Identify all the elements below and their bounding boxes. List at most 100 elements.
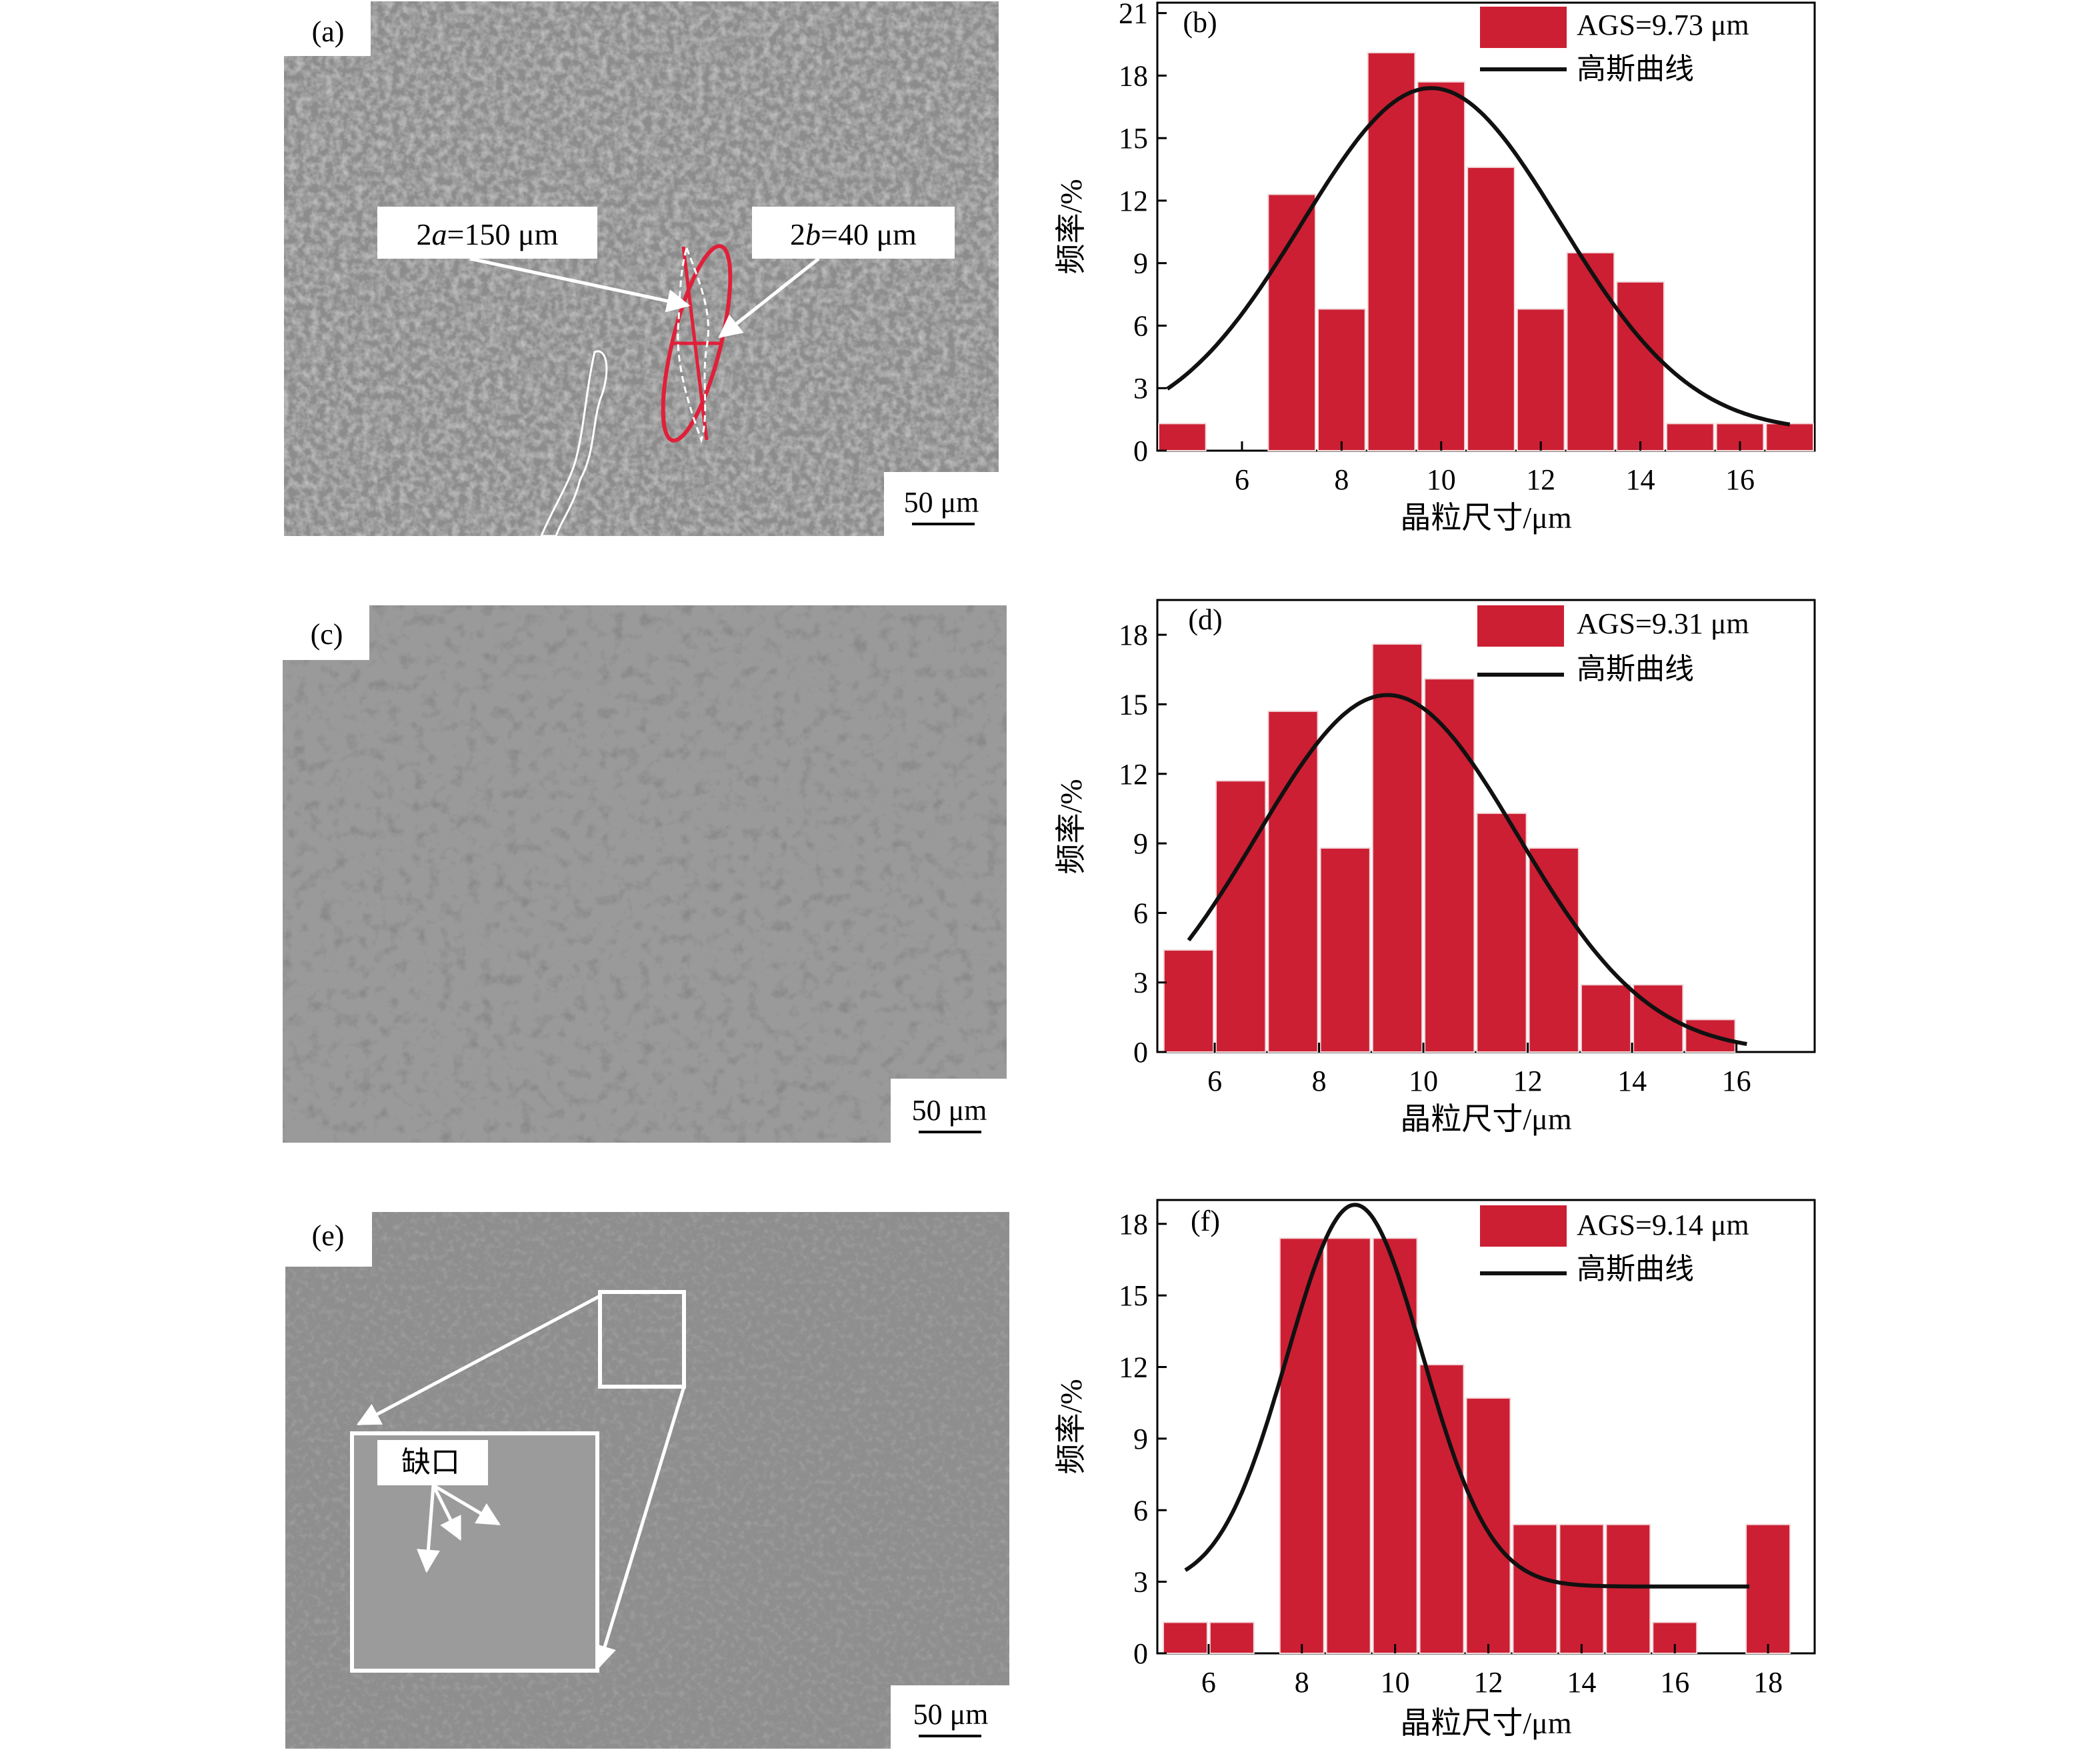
micrograph-c: (c) 50 μm (283, 605, 1007, 1143)
histogram-bar-d-3 (1319, 847, 1371, 1053)
annotation-2b: 2b=40 μm (790, 217, 917, 251)
y-tick-label-b-15: 15 (1119, 122, 1148, 155)
histogram-bar-b-7 (1566, 252, 1615, 451)
y-tick-label-f-3: 3 (1133, 1566, 1148, 1599)
legend-swatch-bar-b (1480, 7, 1567, 48)
arrow-2a (469, 257, 691, 313)
chart-d: 6 8 10 12 14 16 0 3 6 9 12 15 18 (d) AGS=9.31 μm 高斯… (1054, 599, 1816, 1136)
y-tick-label-b-3: 3 (1133, 372, 1148, 405)
legend-curve-label-b: 高斯曲线 (1577, 53, 1694, 85)
label-box-e (285, 1212, 372, 1267)
histogram-bar-d-8 (1580, 984, 1632, 1053)
gaussian-curve-b (1166, 86, 1791, 427)
histogram-bar-f-3 (1325, 1237, 1371, 1654)
annotation-2a: 2a=150 μm (417, 217, 559, 251)
zoom-line-top (356, 1294, 601, 1426)
x-axis-title-f: 晶粒尺寸/μm (1400, 1706, 1571, 1740)
histogram-bar-d-2 (1267, 710, 1319, 1053)
panel-label-e: (e) (312, 1219, 345, 1252)
y-tick-label-b-9: 9 (1133, 247, 1148, 280)
x-tick-label-b-10: 10 (1427, 463, 1456, 496)
histogram-bar-f-11 (1745, 1523, 1791, 1654)
grain-outline (677, 245, 709, 443)
x-tick-label-f-14: 14 (1567, 1666, 1596, 1699)
grain-ellipse (661, 244, 733, 443)
y-tick-label-d-3: 3 (1133, 967, 1148, 999)
x-tick-label-b-16: 16 (1725, 463, 1755, 496)
legend-bar-label-b: AGS=9.73 μm (1577, 9, 1749, 41)
x-tick-label-b-6: 6 (1235, 463, 1249, 496)
x-tick-label-d-8: 8 (1312, 1065, 1327, 1097)
y-tick-label-b-6: 6 (1133, 309, 1148, 342)
y-tick-label-f-12: 12 (1119, 1351, 1148, 1384)
histogram-bar-b-1 (1267, 193, 1317, 451)
histogram-bar-b-2 (1317, 308, 1366, 452)
y-tick-label-d-9: 9 (1133, 827, 1148, 860)
panel-label-f: (f) (1191, 1205, 1220, 1237)
gaussian-curve-d (1187, 693, 1747, 1046)
histogram-bar-b-8 (1616, 281, 1665, 451)
label-box-a (284, 1, 371, 56)
x-axis-title-b: 晶粒尺寸/μm (1400, 501, 1571, 535)
histogram-bar-f-9 (1605, 1523, 1651, 1654)
legend-bar-label-f: AGS=9.14 μm (1577, 1209, 1749, 1241)
histogram-bar-b-3 (1367, 52, 1416, 451)
legend-curve-label-f: 高斯曲线 (1577, 1253, 1694, 1285)
panel-label-c: (c) (311, 618, 343, 651)
zoom-source-box (598, 1290, 686, 1389)
x-tick-label-d-12: 12 (1513, 1065, 1543, 1097)
scale-label-a: 50 μm (904, 486, 979, 519)
histogram-bar-d-10 (1685, 1019, 1736, 1053)
x-tick-label-f-12: 12 (1473, 1666, 1503, 1699)
histogram-bar-b-4 (1417, 81, 1466, 451)
histogram-bar-f-0 (1162, 1621, 1208, 1654)
scale-box-e (891, 1685, 1009, 1749)
notch-arrow-3 (432, 1483, 501, 1526)
y-axis-title-d: 频率/% (1054, 779, 1088, 874)
micrograph-e: (e) 50 μm 缺口 (285, 1212, 1009, 1749)
inset-label-box (377, 1440, 488, 1485)
histogram-bar-f-7 (1512, 1523, 1558, 1654)
histogram-bar-d-0 (1163, 949, 1215, 1053)
histogram-bar-b-9 (1665, 423, 1715, 451)
scale-label-c: 50 μm (912, 1094, 987, 1127)
y-tick-label-f-18: 18 (1119, 1208, 1148, 1241)
legend-curve-label-d: 高斯曲线 (1577, 653, 1694, 685)
legend-bar-label-d: AGS=9.31 μm (1577, 607, 1749, 640)
x-tick-label-b-12: 12 (1526, 463, 1555, 496)
annotation-box-2b (752, 207, 955, 259)
histogram-bar-d-7 (1528, 847, 1579, 1053)
histogram-bar-f-4 (1372, 1237, 1418, 1654)
x-tick-label-b-14: 14 (1626, 463, 1655, 496)
y-tick-label-d-6: 6 (1133, 897, 1148, 929)
gaussian-curve-f (1184, 1203, 1750, 1589)
micrograph-a: (a) 50 μm 2a=150 μm 2b=40 μm (284, 1, 999, 537)
notch-arrow-1 (417, 1485, 440, 1573)
y-tick-label-d-15: 15 (1119, 688, 1148, 721)
panel-label-d: (d) (1188, 603, 1222, 636)
x-tick-label-d-6: 6 (1207, 1065, 1222, 1097)
grain-boundary-trace (539, 350, 608, 537)
x-tick-label-f-18: 18 (1753, 1666, 1783, 1699)
histogram-bar-f-1 (1209, 1621, 1255, 1654)
panel-label-a: (a) (312, 15, 345, 48)
y-tick-label-b-21: 21 (1119, 0, 1148, 30)
label-box-c (283, 605, 369, 660)
x-tick-label-d-10: 10 (1409, 1065, 1438, 1097)
y-tick-label-f-15: 15 (1119, 1279, 1148, 1312)
y-axis-title-b: 频率/% (1054, 179, 1088, 274)
x-tick-label-f-16: 16 (1660, 1666, 1689, 1699)
x-tick-label-f-10: 10 (1381, 1666, 1410, 1699)
histogram-bar-b-6 (1516, 308, 1565, 452)
arrow-2b (718, 257, 820, 339)
histogram-bar-b-11 (1765, 423, 1814, 451)
scale-label-e: 50 μm (913, 1698, 989, 1731)
histogram-bar-d-5 (1424, 678, 1475, 1053)
y-tick-label-b-18: 18 (1119, 59, 1148, 92)
x-tick-label-b-8: 8 (1334, 463, 1349, 496)
histogram-bar-d-9 (1633, 984, 1684, 1053)
x-axis-title-d: 晶粒尺寸/μm (1400, 1102, 1571, 1136)
panel-label-b: (b) (1183, 6, 1217, 39)
